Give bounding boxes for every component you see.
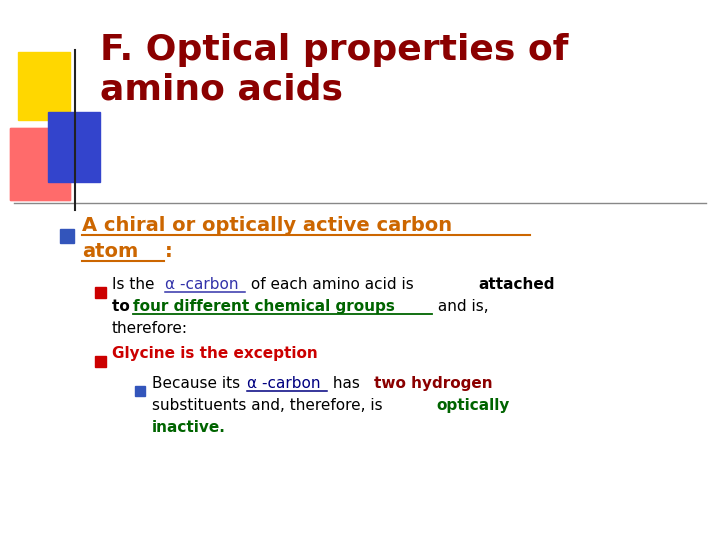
Text: therefore:: therefore: bbox=[112, 321, 188, 336]
Text: F. Optical properties of: F. Optical properties of bbox=[100, 33, 569, 67]
Bar bbox=[95, 356, 106, 367]
Bar bbox=[60, 229, 74, 243]
Text: atom: atom bbox=[82, 242, 138, 261]
Text: Glycine is the exception: Glycine is the exception bbox=[112, 346, 318, 361]
Bar bbox=[10, 128, 70, 200]
Text: inactive.: inactive. bbox=[152, 420, 226, 435]
Bar bbox=[48, 112, 100, 182]
Text: substituents and, therefore, is: substituents and, therefore, is bbox=[152, 398, 387, 413]
Text: optically: optically bbox=[436, 398, 509, 413]
Text: A chiral or optically active carbon: A chiral or optically active carbon bbox=[82, 216, 452, 235]
Text: to: to bbox=[112, 299, 135, 314]
Bar bbox=[135, 386, 145, 396]
Text: two hydrogen: two hydrogen bbox=[374, 376, 492, 391]
Bar bbox=[95, 287, 106, 298]
Bar bbox=[18, 52, 70, 120]
Text: Because its: Because its bbox=[152, 376, 245, 391]
Text: and is,: and is, bbox=[433, 299, 489, 314]
Text: amino acids: amino acids bbox=[100, 73, 343, 107]
Text: Is the: Is the bbox=[112, 277, 159, 292]
Text: of each amino acid is: of each amino acid is bbox=[246, 277, 418, 292]
FancyBboxPatch shape bbox=[10, 128, 70, 200]
Text: attached: attached bbox=[478, 277, 554, 292]
Text: α -carbon: α -carbon bbox=[165, 277, 238, 292]
Text: four different chemical groups: four different chemical groups bbox=[133, 299, 395, 314]
Text: α -carbon: α -carbon bbox=[247, 376, 320, 391]
Text: has: has bbox=[328, 376, 365, 391]
Text: :: : bbox=[165, 242, 173, 261]
